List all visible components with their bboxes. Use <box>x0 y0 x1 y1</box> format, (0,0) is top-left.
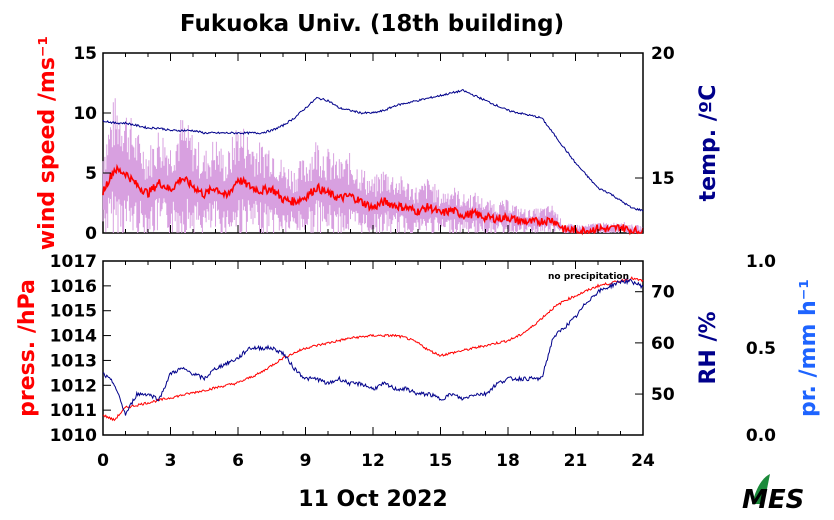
left-y-tick-label: 1013 <box>50 351 97 371</box>
left-y-tick-label: 1012 <box>50 376 97 396</box>
right-y-tick-label: 60 <box>651 334 675 354</box>
rh-axis-title: RH /% <box>696 311 721 384</box>
precip-y-tick-label: 0.0 <box>746 426 776 446</box>
left-y-tick-label: 1010 <box>50 426 97 446</box>
top-series-group <box>102 89 644 236</box>
precip-y-tick-label: 1.0 <box>746 252 776 272</box>
wind-raw-band <box>102 98 644 233</box>
logo-text: MES <box>742 485 804 515</box>
bottom-series-group <box>102 276 644 422</box>
wind-axis-title: wind speed /ms⁻¹ <box>35 36 60 250</box>
x-tick-label: 6 <box>232 451 244 471</box>
x-tick-label: 18 <box>496 451 520 471</box>
left-y-tick-label: 5 <box>85 164 97 184</box>
x-tick-label: 0 <box>97 451 109 471</box>
right-y-tick-label: 50 <box>651 385 675 405</box>
precip-y-tick-label: 0.5 <box>746 339 776 359</box>
wind-speed-line <box>102 163 644 236</box>
right-y-tick-label: 70 <box>651 283 675 303</box>
x-tick-label: 24 <box>631 451 655 471</box>
chart-title: Fukuoka Univ. (18th building) <box>180 11 564 37</box>
right-y-tick-label: 20 <box>651 44 675 64</box>
precip-y-ticks: 0.0 0.5 1.0 <box>746 252 776 446</box>
left-y-tick-label: 1016 <box>50 277 97 297</box>
x-tick-label: 9 <box>300 451 312 471</box>
left-y-tick-label: 10 <box>73 104 97 124</box>
no-precip-annotation: no precipitation <box>548 272 629 282</box>
precip-axis-title: pr. /mm h⁻¹ <box>796 279 821 417</box>
rh-line <box>102 277 644 416</box>
left-y-tick-label: 0 <box>85 224 97 244</box>
x-tick-label: 21 <box>564 451 588 471</box>
x-tick-label: 3 <box>165 451 177 471</box>
left-y-tick-label: 15 <box>73 44 97 64</box>
left-y-tick-label: 1011 <box>50 401 97 421</box>
left-y-tick-label: 1017 <box>50 252 97 272</box>
pressure-axis-title: press. /hPa <box>15 279 40 417</box>
bottom-left-y-ticks: 1010 1011 1012 1013 1014 1015 1016 1017 <box>50 252 111 446</box>
bottom-x-ticks <box>102 261 644 435</box>
mes-logo: MES <box>742 474 804 515</box>
left-y-tick-label: 1015 <box>50 302 97 322</box>
x-tick-label: 12 <box>361 451 385 471</box>
x-tick-labels: 0 3 6 9 12 15 18 21 24 <box>97 451 655 471</box>
x-tick-label: 15 <box>429 451 453 471</box>
bottom-plot-frame <box>102 260 644 436</box>
right-y-tick-label: 15 <box>651 169 675 189</box>
temp-axis-title: temp. /ºC <box>696 85 721 202</box>
bottom-right-y-ticks: 50 60 70 <box>635 283 675 405</box>
top-left-y-ticks: 0 5 10 15 <box>73 44 111 244</box>
top-x-ticks <box>102 53 644 233</box>
temperature-line <box>102 89 644 212</box>
date-label: 11 Oct 2022 <box>298 487 447 512</box>
pressure-line <box>102 276 644 422</box>
left-y-tick-label: 1014 <box>50 327 97 347</box>
